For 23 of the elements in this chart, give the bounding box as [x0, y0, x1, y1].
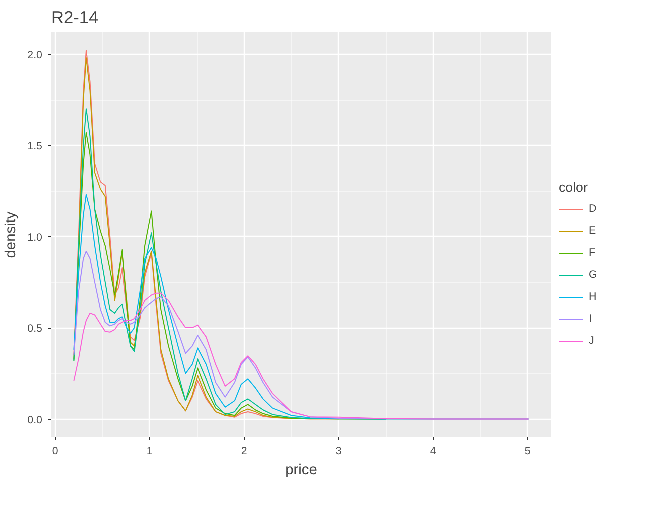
x-tick-label: 5 — [524, 446, 531, 458]
y-axis-title: density — [4, 211, 20, 258]
x-tick-label: 4 — [430, 446, 436, 458]
x-axis-title: price — [286, 462, 318, 478]
y-tick-label: 0.5 — [28, 323, 43, 336]
legend-label: G — [589, 269, 598, 281]
y-tick-label: 1.0 — [28, 232, 43, 244]
legend-label: I — [589, 313, 593, 325]
x-tick-label: 1 — [146, 446, 153, 458]
line-series — [74, 292, 530, 420]
legend-title: color — [559, 180, 589, 195]
legend-label: F — [589, 247, 597, 259]
legend-label: H — [589, 291, 598, 303]
y-tick-label: 0.0 — [28, 414, 43, 426]
legend-label: J — [589, 335, 596, 347]
x-tick-label: 2 — [241, 446, 248, 458]
legend-label: D — [589, 203, 598, 215]
x-tick-label: 3 — [336, 446, 342, 458]
chart-title: R2-14 — [52, 8, 100, 28]
y-tick-label: 2.0 — [28, 49, 43, 62]
legend-label: E — [589, 225, 598, 237]
y-tick-label: 1.5 — [28, 140, 43, 153]
x-tick-label: 0 — [52, 446, 58, 458]
